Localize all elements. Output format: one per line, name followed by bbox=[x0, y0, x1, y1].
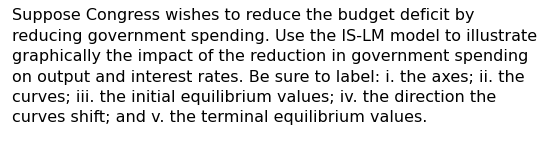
Text: Suppose Congress wishes to reduce the budget deficit by
reducing government spen: Suppose Congress wishes to reduce the bu… bbox=[12, 8, 537, 125]
